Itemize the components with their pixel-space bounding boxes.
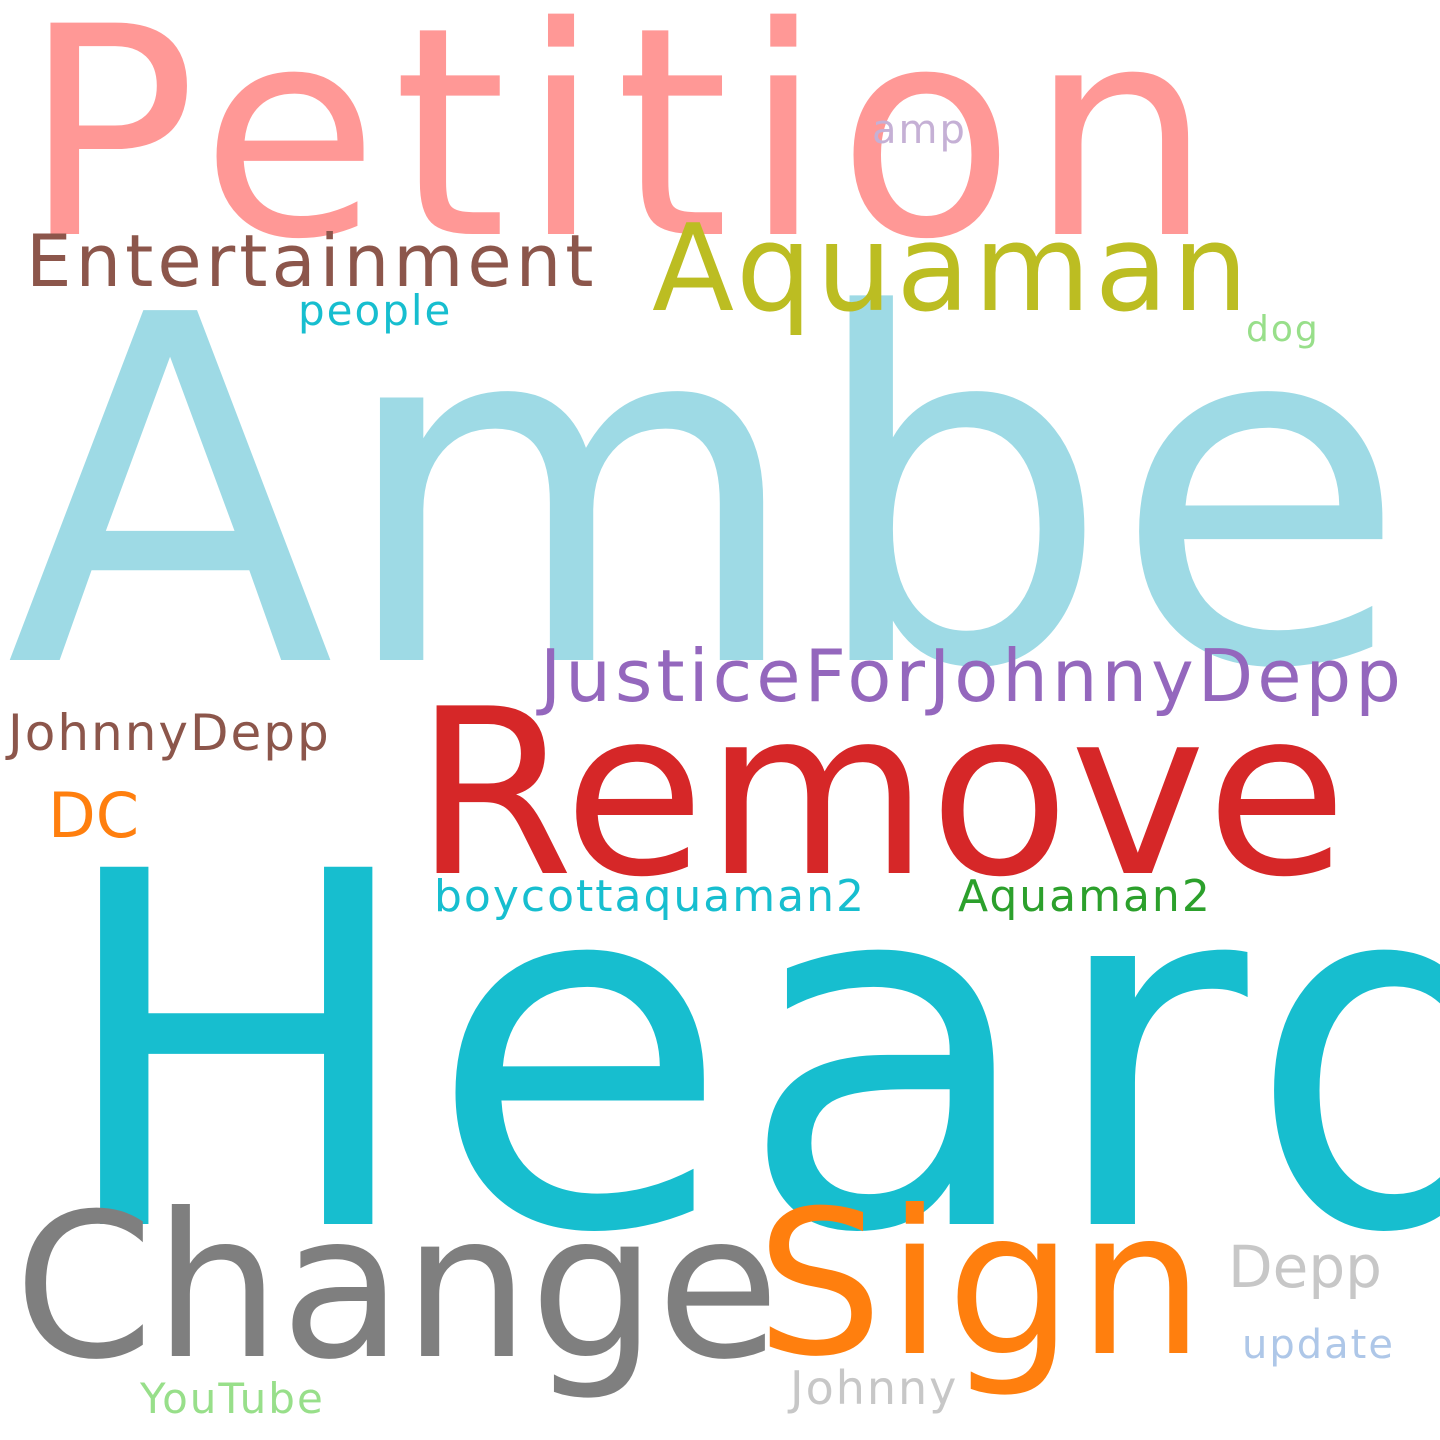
word-aquaman2: Aquaman2 <box>958 871 1212 922</box>
word-justicefor-johnnydepp: JusticeForJohnnyDepp <box>540 634 1405 718</box>
word-change: Change <box>14 1171 780 1404</box>
word-amp: amp <box>872 107 967 153</box>
word-heard: Heard <box>52 769 1440 1340</box>
word-johnnydepp: JohnnyDepp <box>8 704 331 762</box>
word-dog: dog <box>1246 309 1320 350</box>
word-aquaman: Aquaman <box>652 200 1253 339</box>
word-youtube: YouTube <box>140 1374 325 1423</box>
word-update: update <box>1242 1322 1395 1368</box>
word-sign: Sign <box>756 1168 1209 1401</box>
word-petition: Petition <box>22 0 1227 303</box>
word-remove: Remove <box>414 661 1348 928</box>
word-depp: Depp <box>1228 1233 1382 1301</box>
word-dc: DC <box>48 779 140 852</box>
word-johnny: Johnny <box>790 1361 959 1415</box>
word-entertainment: Entertainment <box>26 219 598 303</box>
word-amber: Amber <box>6 215 1440 774</box>
word-boycottaquaman2: boycottaquaman2 <box>434 871 866 922</box>
word-people: people <box>298 286 453 335</box>
